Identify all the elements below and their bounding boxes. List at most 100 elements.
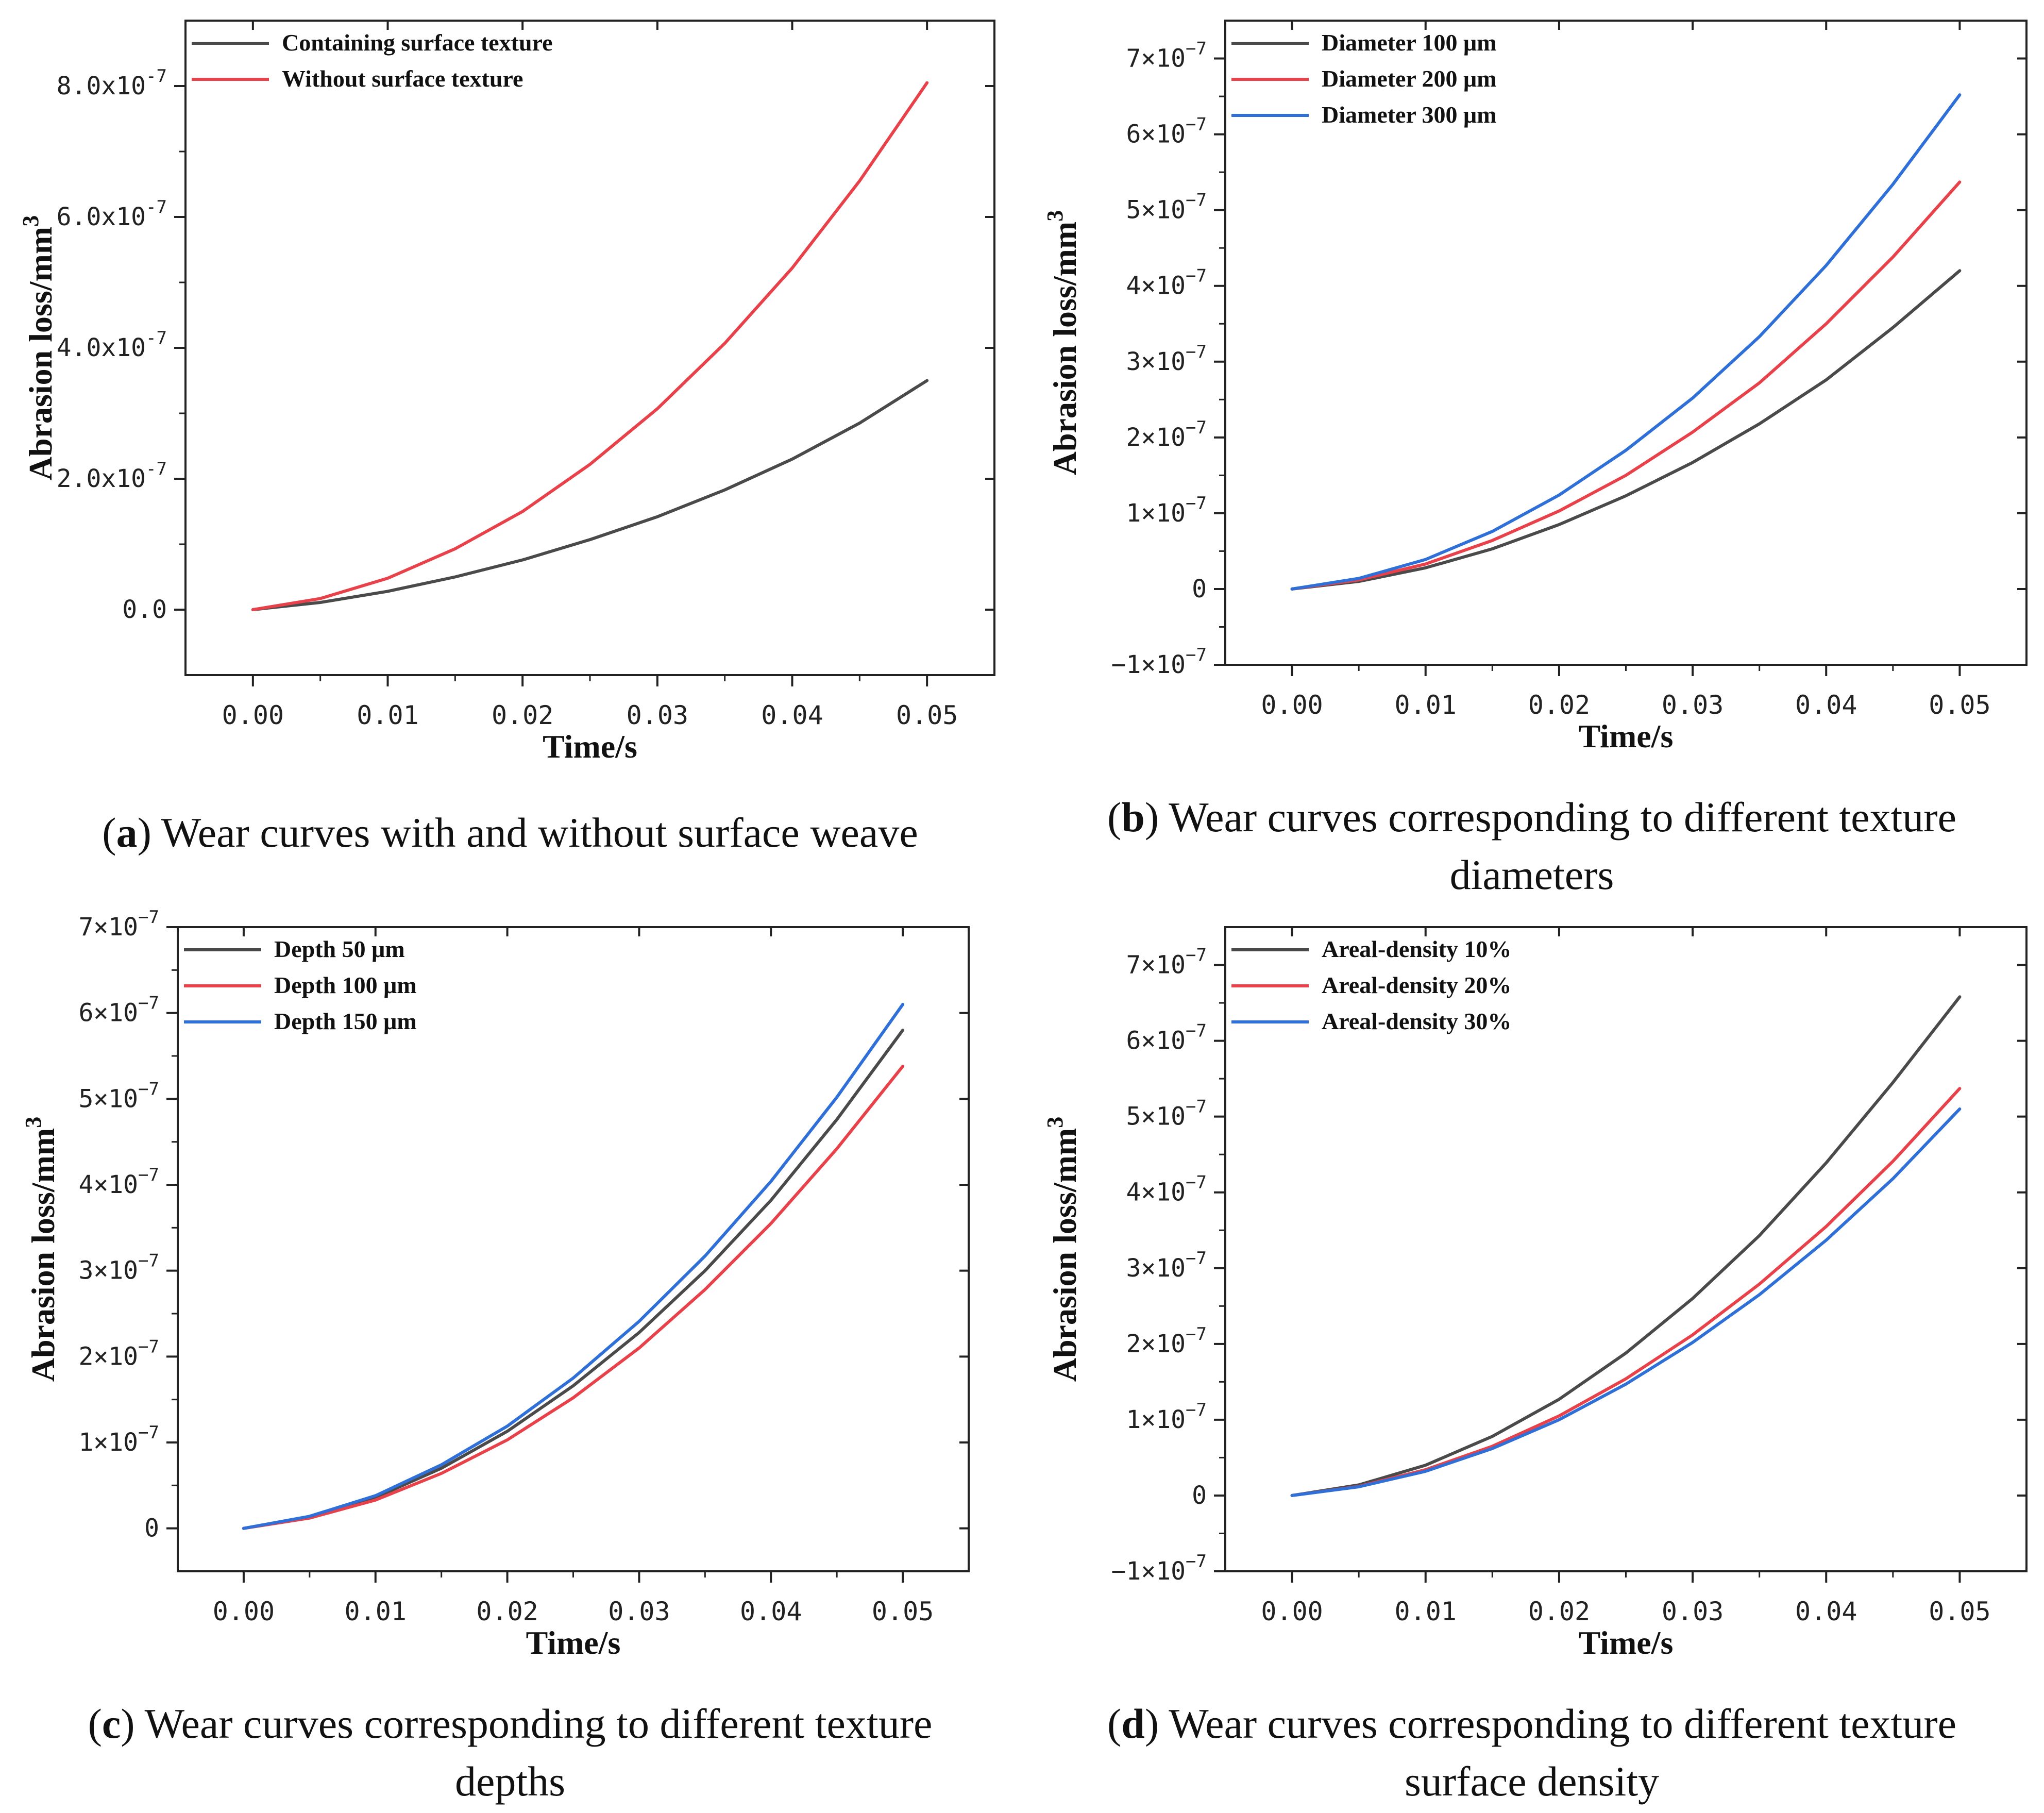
y-tick-label: 6×10−7 [1126,114,1207,149]
y-tick-exponent: −7 [1186,342,1207,362]
x-tick-label: 0.05 [1929,690,1990,720]
y-tick-exponent: −7 [138,907,159,928]
legend-label-c-0: Depth 50 μm [274,936,405,962]
y-tick-exponent: -7 [146,328,167,348]
series-line-d-0 [1290,995,1962,1497]
series-line-b-0 [1290,269,1962,591]
y-tick-base: 5×10 [1126,196,1186,225]
y-tick-label: 5×10−7 [78,1079,159,1113]
y-tick-base: 1×10 [78,1428,138,1457]
y-tick-base: 6×10 [1126,1027,1186,1055]
y-tick-base: 8.0x10 [57,72,146,100]
x-tick-label: 0.04 [1795,690,1857,720]
y-tick-label: 8.0x10-7 [57,66,167,100]
y-tick-base: 6.0x10 [57,203,146,231]
y-tick-base: 6×10 [78,999,138,1028]
y-tick-label: −1×10−7 [1111,1551,1207,1586]
y-tick-exponent: −7 [138,1079,159,1099]
y-tick-base: 4×10 [1126,1178,1186,1207]
y-tick-base: −1×10 [1111,650,1186,679]
caption-b: (b) Wear curves corresponding to differe… [1107,794,1957,898]
y-tick-base: 6×10 [1126,120,1186,149]
caption-c-letter: c [102,1700,121,1747]
chart-d: 0.00 0.01 0.02 0.03 0.04 0.05−1×10−701×10−72×… [1042,926,2028,1661]
legend-label-c-1: Depth 100 μm [274,972,417,998]
x-tick-label: 0.03 [1662,690,1724,720]
y-tick-exponent: −7 [138,1336,159,1357]
y-axis-label-main: Abrasion loss/mm [22,227,59,481]
y-tick-exponent: -7 [146,197,167,217]
y-axis-label: Abrasion loss/mm3 [1042,210,1083,476]
y-tick-label: 1×10−7 [78,1422,159,1457]
y-tick-exponent: -7 [146,66,167,87]
y-tick-label: 4×10−7 [78,1165,159,1199]
y-tick-label: 0 [1192,575,1207,603]
y-axis-label-main: Abrasion loss/mm [1046,1128,1083,1382]
y-tick-base: 0 [1192,1481,1207,1510]
x-tick-label: 0.05 [872,1597,934,1626]
caption-c-line2: depths [454,1758,566,1805]
y-tick-exponent: −7 [1186,1021,1207,1042]
y-tick-label: 3×10−7 [1126,1248,1207,1283]
x-tick-label: 0.04 [761,700,823,730]
y-tick-label: 2×10−7 [1126,1324,1207,1358]
y-tick-exponent: −7 [1186,114,1207,135]
y-tick-label: 7×10−7 [1126,945,1207,980]
y-tick-base: 2×10 [78,1342,138,1371]
y-tick-exponent: −7 [1186,190,1207,211]
y-axis-label-main: Abrasion loss/mm [25,1128,61,1382]
caption-b-line1: Wear curves corresponding to different t… [1159,794,1957,841]
y-tick-label: 2×10−7 [1126,417,1207,452]
y-tick-exponent: −7 [1186,39,1207,59]
y-tick-base: 3×10 [1126,1254,1186,1283]
y-tick-label: 0.0 [122,595,167,624]
chart-b: 0.00 0.01 0.02 0.03 0.04 0.05−1×10−701×10−72×… [1042,20,2028,754]
y-tick-exponent: -7 [146,459,167,479]
caption-d-letter: d [1121,1700,1145,1747]
x-tick-label: 0.00 [1261,1597,1323,1626]
caption-d-line2: surface density [1404,1758,1660,1805]
caption-a-line1: Wear curves with and without surface wea… [151,809,918,856]
x-tick-label: 0.04 [1795,1597,1857,1626]
y-axis-label-main: Abrasion loss/mm [1046,222,1083,476]
y-tick-exponent: −7 [1186,493,1207,514]
legend-label-a-0: Containing surface texture [282,29,553,56]
caption-a-letter: a [116,809,138,856]
y-tick-exponent: −7 [138,993,159,1014]
y-tick-base: 1×10 [1126,499,1186,528]
y-tick-base: −1×10 [1111,1557,1186,1586]
y-tick-base: 4×10 [1126,272,1186,300]
y-tick-base: 7×10 [78,913,138,942]
y-tick-base: 0 [144,1514,159,1543]
caption-b-line2: diameters [1449,851,1614,898]
y-tick-label: 0 [1192,1481,1207,1510]
x-tick-label: 0.04 [740,1597,802,1626]
y-tick-label: 5×10−7 [1126,190,1207,225]
y-tick-label: 0 [144,1514,159,1543]
chart-panel-a: 0.00 0.01 0.02 0.03 0.04 0.05 0.0 2.0x10-7 4.0x1… [0,0,1022,906]
plot-frame-a [184,20,995,676]
y-tick-exponent: −7 [1186,1400,1207,1420]
x-tick-label: 0.01 [1395,690,1457,720]
legend-label-a-1: Without surface texture [282,65,523,92]
y-tick-base: 3×10 [78,1256,138,1285]
y-tick-label: 1×10−7 [1126,1400,1207,1434]
legend-label-d-2: Areal-density 30% [1322,1008,1511,1034]
legend-label-d-1: Areal-density 20% [1322,972,1511,998]
x-axis-label: Time/s [1579,1624,1674,1661]
series-line-c-2 [242,1003,905,1530]
series-line-d-2 [1290,1107,1962,1497]
y-tick-label: 6×10−7 [78,993,159,1028]
y-tick-label: 4×10−7 [1126,266,1207,300]
y-tick-exponent: −7 [1186,1324,1207,1345]
series-line-b-2 [1290,93,1962,591]
y-tick-exponent: −7 [1186,945,1207,966]
caption-c: (c) Wear curves corresponding to differe… [88,1700,933,1805]
series-line-a-0 [251,379,929,611]
x-tick-label: 0.00 [1261,690,1323,720]
x-tick-label: 0.03 [608,1597,670,1626]
x-tick-label: 0.00 [222,700,284,730]
chart-panel-b: 0.00 0.01 0.02 0.03 0.04 0.05 −1×10−7 0 1×10−7 2×… [1022,0,2044,906]
y-axis-label-superscript: 3 [21,1117,46,1128]
y-tick-label: 2×10−7 [78,1336,159,1371]
